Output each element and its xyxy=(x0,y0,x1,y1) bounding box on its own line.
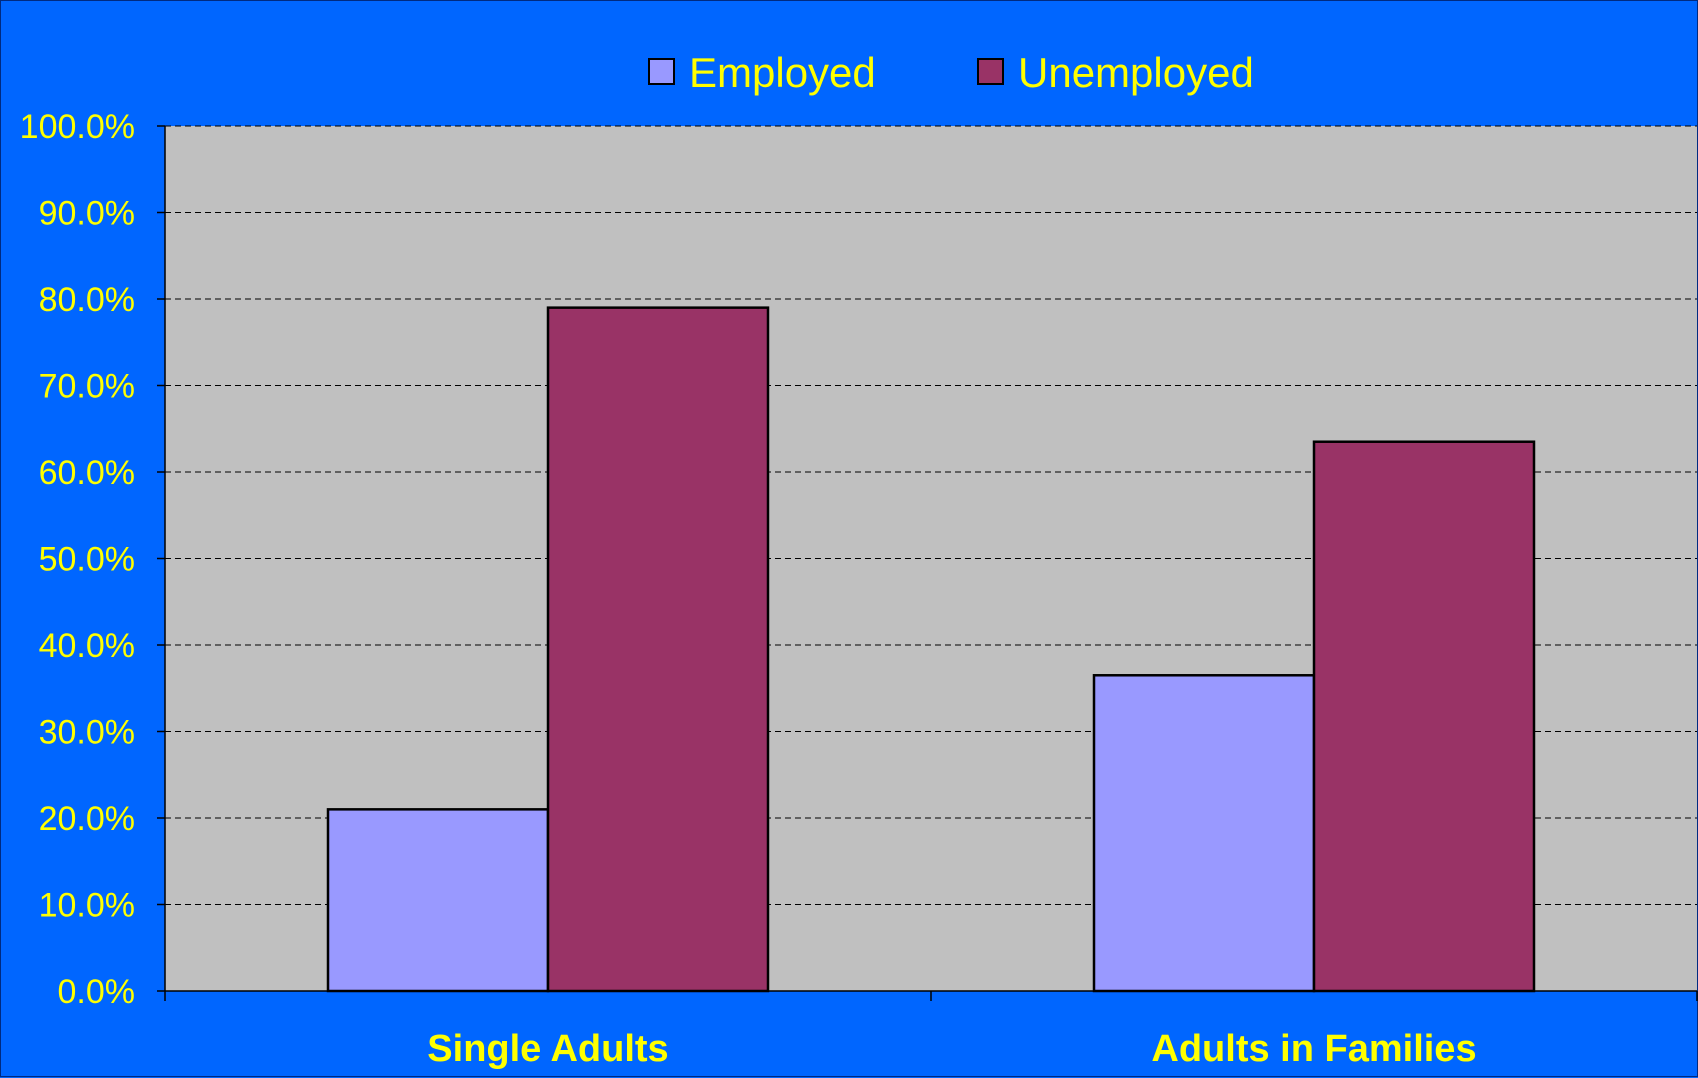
legend-label-employed: Employed xyxy=(689,49,876,96)
bar-unemployed-0 xyxy=(546,306,770,993)
y-tick-label: 60.0% xyxy=(39,454,135,492)
bars xyxy=(326,306,1536,993)
bar-unemployed-1 xyxy=(1312,440,1536,993)
legend: Employed Unemployed xyxy=(648,49,1254,96)
bar-employed-1 xyxy=(1092,674,1316,993)
legend-swatch-employed xyxy=(648,58,675,85)
y-tick-label: 70.0% xyxy=(39,368,135,406)
y-tick-label: 10.0% xyxy=(39,887,135,925)
y-tick-label: 40.0% xyxy=(39,627,135,665)
y-tick-label: 0.0% xyxy=(58,973,136,1011)
y-tick-label: 80.0% xyxy=(39,281,135,319)
legend-label-unemployed: Unemployed xyxy=(1018,49,1254,96)
x-category-label: Single Adults xyxy=(427,1028,668,1070)
y-tick-label: 20.0% xyxy=(39,800,135,838)
x-category-label: Adults in Families xyxy=(1151,1028,1476,1070)
y-tick-label: 90.0% xyxy=(39,195,135,233)
legend-swatch-unemployed xyxy=(977,58,1004,85)
bar-employed-0 xyxy=(326,808,550,993)
y-tick-label: 100.0% xyxy=(20,108,135,146)
y-tick-label: 50.0% xyxy=(39,541,135,579)
axes: 0.0% 10.0% 20.0% 30.0% 40.0% 50.0% 60.0% 70.0% 8… xyxy=(20,108,1698,1070)
y-tick-label: 30.0% xyxy=(39,714,135,752)
